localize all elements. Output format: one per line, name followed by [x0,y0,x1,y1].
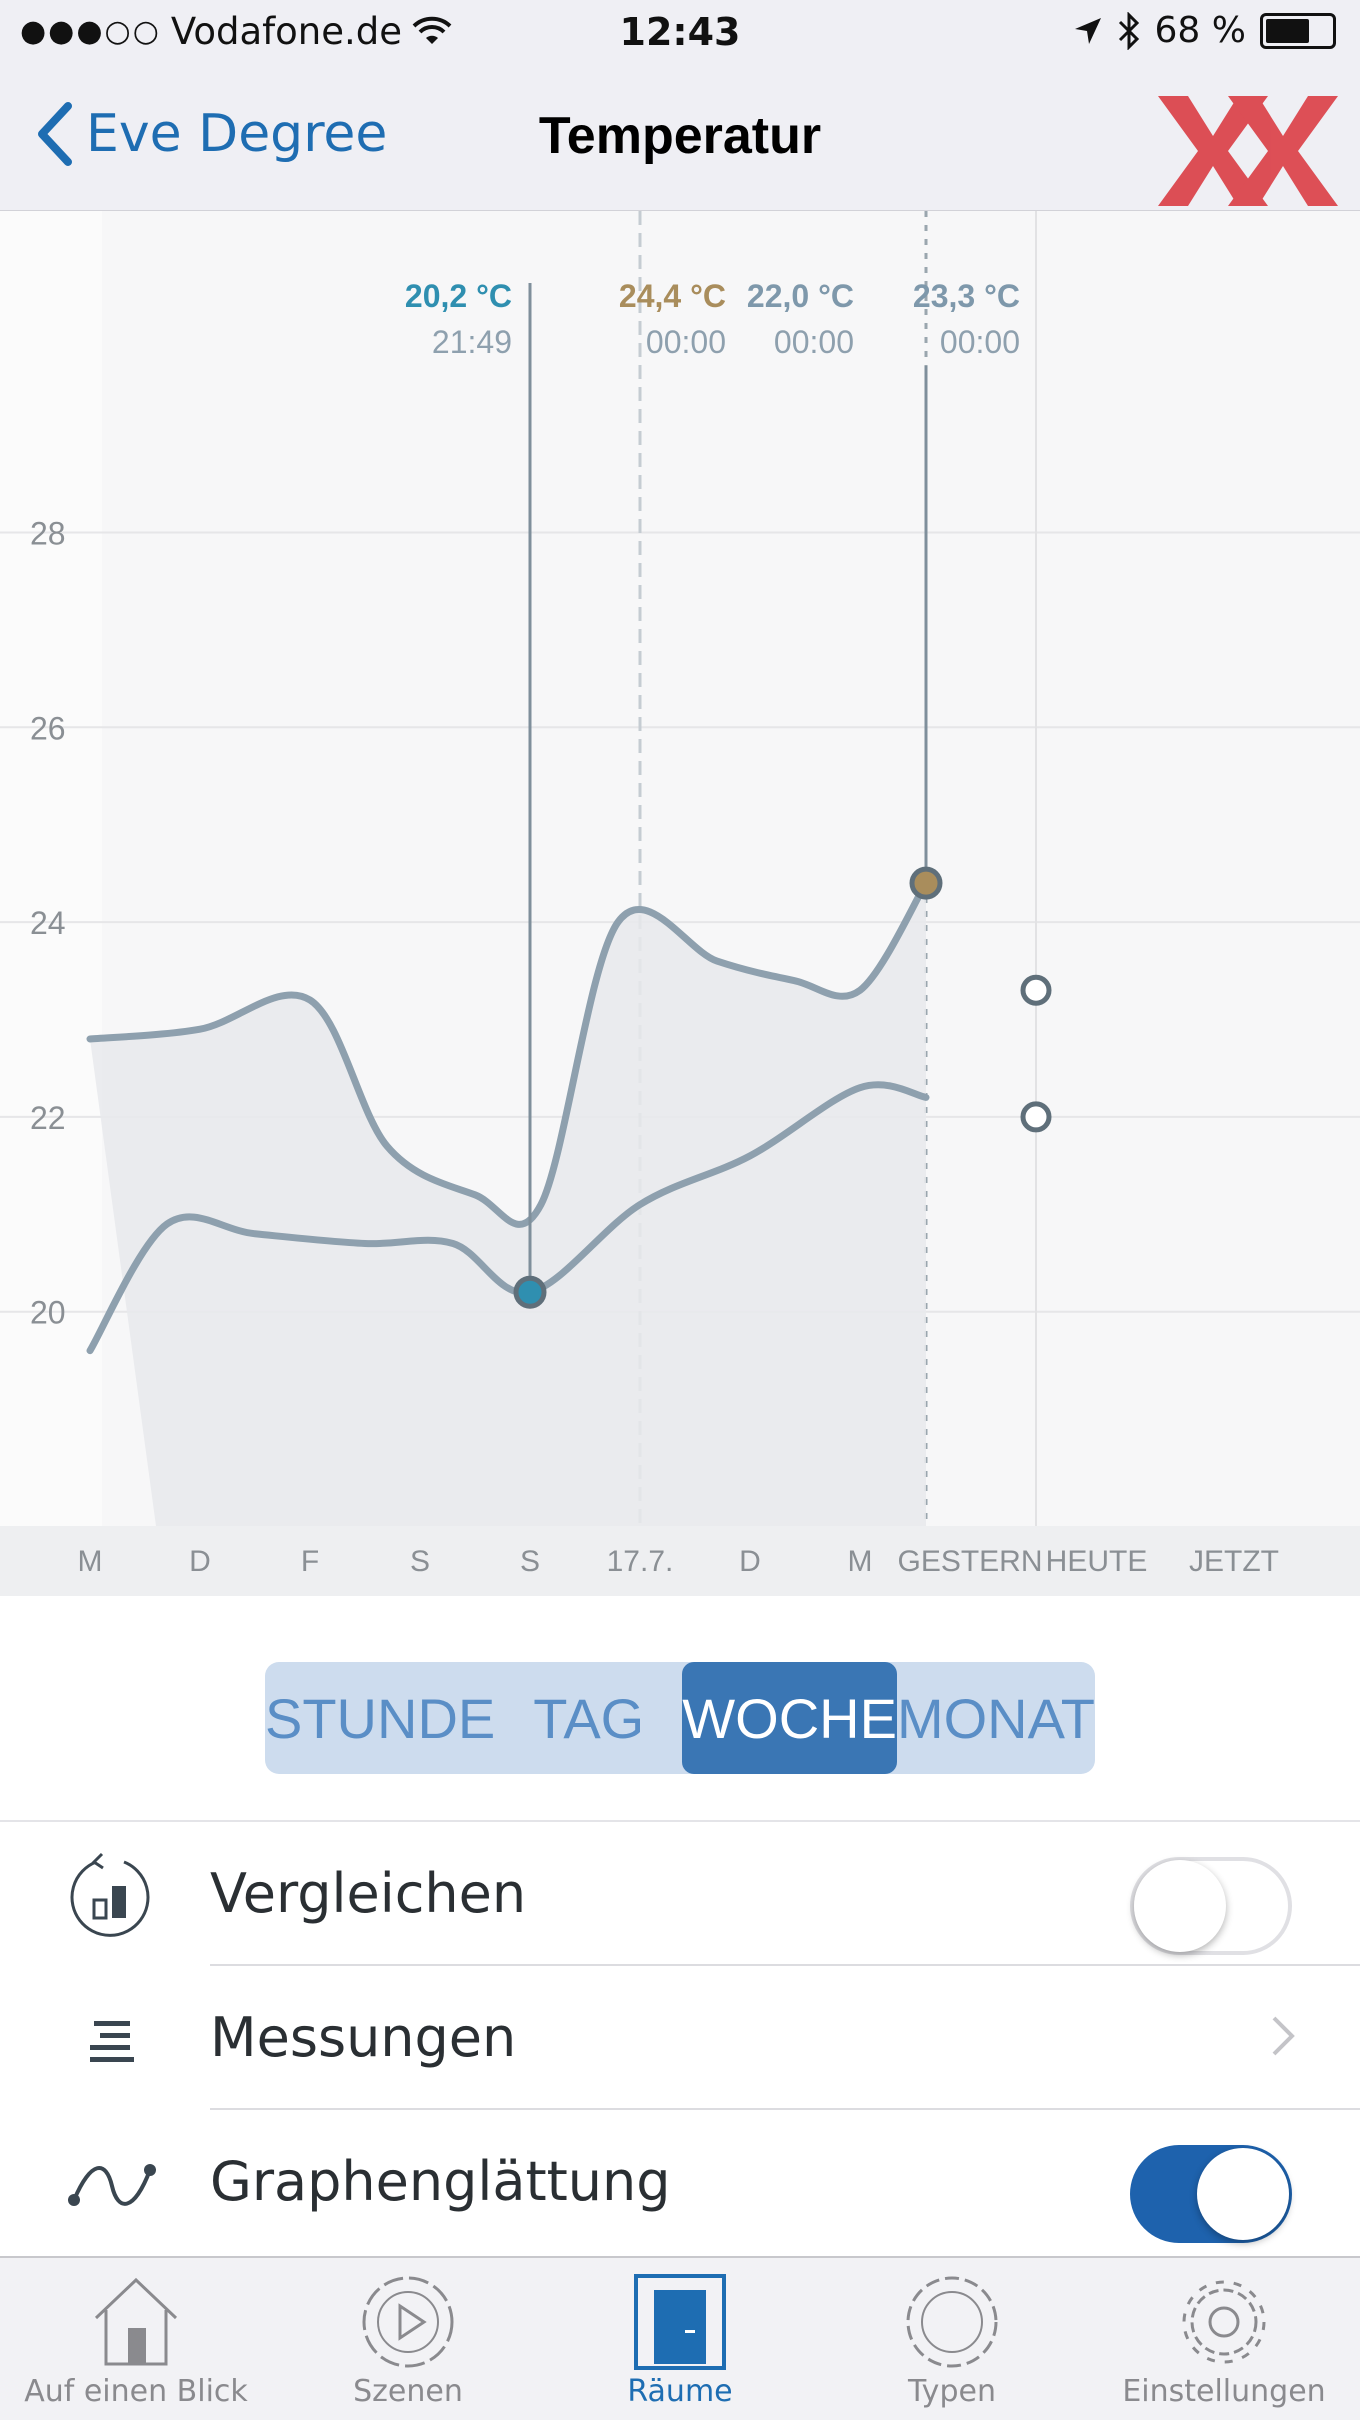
x-tick-label: GESTERN [897,1545,1042,1578]
time-range-selector: STUNDE TAG WOCHE MONAT [265,1662,1095,1774]
list-divider [0,1820,1360,1822]
marker-dot[interactable] [909,866,943,900]
x-tick-label: M [78,1545,103,1578]
types-ring-icon [904,2272,1000,2372]
measurements-row[interactable]: Messungen [0,1966,1360,2110]
x-tick-label: D [739,1545,761,1578]
page-title: Temperatur [538,107,822,165]
chart-canvas[interactable]: 20 22 24 26 28 20,2 °C 21:49 24,4 °C 00:00 22,0 °… [0,211,1360,1596]
marker-dot[interactable] [513,1275,547,1309]
measurements-label: Messungen [210,2006,517,2069]
marker-time: 00:00 [646,324,726,360]
tab-label: Szenen [353,2374,463,2409]
series-line-2 [86,1081,930,1355]
toggle-knob [1134,1860,1226,1952]
bluetooth-icon [1118,11,1139,50]
range-stunde[interactable]: STUNDE [265,1686,496,1750]
chevron-left-icon [38,102,72,166]
marker-value: 20,2 °C [405,278,512,314]
x-axis-strip [0,1526,1360,1596]
x-tick-label: S [410,1545,430,1578]
smoothing-label: Graphenglättung [210,2150,671,2213]
y-tick-label: 24 [30,905,66,941]
x-tick-label: M [848,1545,873,1578]
chevron-right-icon [1272,2016,1295,2056]
series-line-1 [86,879,930,1228]
house-icon [88,2272,184,2372]
y-tick-label: 26 [30,710,66,746]
battery-level [1266,18,1309,43]
list-lines-icon [66,1996,158,2088]
marker-time: 00:00 [940,324,1020,360]
location-arrow-icon [1074,17,1101,44]
row-separator [210,2108,1360,2110]
marker-value: 24,4 °C [619,278,726,314]
tab-label: Einstellungen [1122,2374,1326,2409]
tab-einstellungen[interactable]: Einstellungen [1088,2258,1360,2420]
chart-left-margin [0,211,102,1526]
battery-icon [1260,12,1336,49]
door-icon [632,2272,728,2372]
navigation-bar: Eve Degree Temperatur [0,66,1360,212]
tab-raeume[interactable]: Räume [544,2258,816,2420]
signal-strength: ●●●○○ [20,14,161,49]
compare-row: Vergleichen [0,1822,1360,1966]
x-tick-label: D [189,1545,211,1578]
compare-toggle[interactable] [1130,1857,1292,1955]
smoothing-row: Graphenglättung [0,2110,1360,2254]
x-tick-label: JETZT [1189,1545,1279,1578]
watermark-logo [1158,96,1338,206]
compare-label: Vergleichen [210,1862,527,1925]
compare-icon [66,1852,158,1944]
marker-dot[interactable] [1020,974,1052,1006]
wifi-icon [412,16,452,44]
smoothing-toggle[interactable] [1130,2145,1292,2243]
y-tick-label: 22 [30,1100,66,1136]
tab-label: Typen [908,2374,996,2409]
back-button[interactable]: Eve Degree [36,102,387,166]
marker-value: 22,0 °C [747,278,854,314]
back-label: Eve Degree [86,104,388,164]
x-tick-label: HEUTE [1046,1545,1148,1578]
range-fill [90,883,926,1526]
tab-label: Räume [627,2374,733,2409]
status-bar: ●●●○○ Vodafone.de 12:43 68 % [0,0,1360,66]
gear-icon [1176,2272,1272,2372]
row-separator [210,1964,1360,1966]
tab-label: Auf einen Blick [24,2374,248,2409]
x-tick-label: F [301,1545,319,1578]
tab-szenen[interactable]: Szenen [272,2258,544,2420]
carrier-info: ●●●○○ Vodafone.de [20,10,452,53]
carrier-name: Vodafone.de [170,10,403,53]
smooth-curve-icon [66,2140,158,2232]
x-tick-label: 17.7. [607,1545,674,1578]
marker-dot[interactable] [1020,1101,1052,1133]
battery-percent: 68 % [1154,10,1246,51]
marker-value: 23,3 °C [913,278,1020,314]
range-tag[interactable]: TAG [533,1686,645,1750]
y-tick-label: 28 [30,515,66,551]
status-time: 12:43 [619,10,741,54]
temperature-chart: 20 22 24 26 28 20,2 °C 21:49 24,4 °C 00:00 22,0 °… [0,211,1360,1596]
marker-time: 00:00 [774,324,854,360]
marker-time: 21:49 [432,324,512,360]
tab-bar: Auf einen Blick Szenen Räume [0,2256,1360,2420]
toggle-knob [1197,2148,1289,2240]
y-tick-label: 20 [30,1295,66,1331]
tab-auf-einen-blick[interactable]: Auf einen Blick [0,2258,272,2420]
x-tick-label: S [520,1545,540,1578]
tab-typen[interactable]: Typen [816,2258,1088,2420]
status-right: 68 % [1073,10,1336,51]
range-woche[interactable]: WOCHE [682,1662,897,1774]
scene-play-icon [360,2272,456,2372]
range-monat[interactable]: MONAT [896,1686,1095,1750]
